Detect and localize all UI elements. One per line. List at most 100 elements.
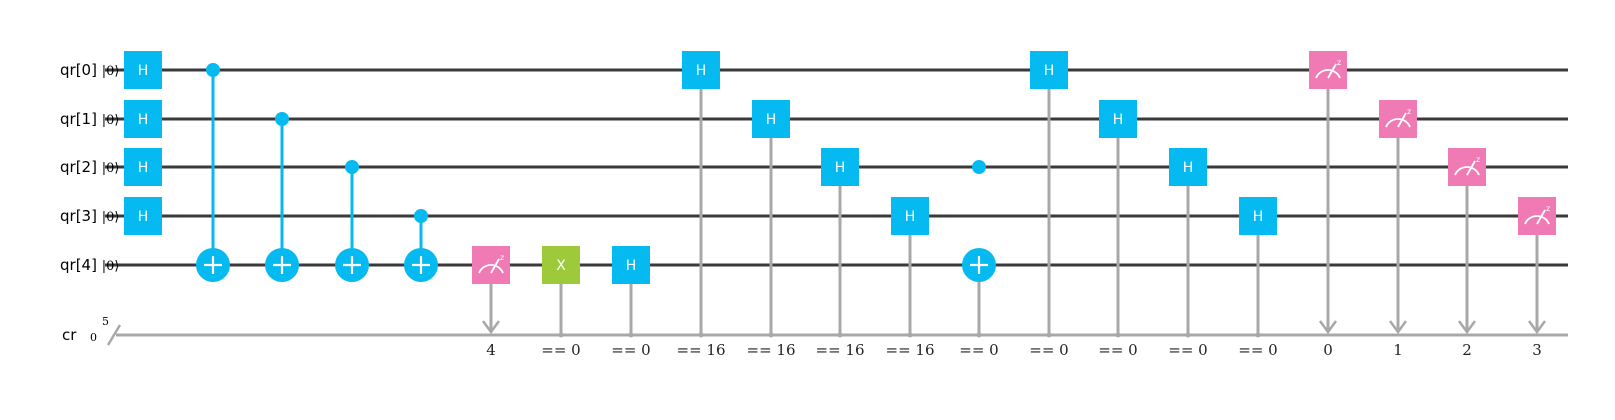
classical-bit-label: 0 — [1323, 341, 1333, 359]
measure-arrow — [1318, 320, 1338, 335]
h-gate-label: H — [138, 63, 149, 79]
condition-label: == 0 — [611, 341, 650, 359]
h-gate-label: H — [835, 160, 846, 176]
classical-bit-count: 5 — [102, 315, 109, 328]
condition-label: == 0 — [1168, 341, 1207, 359]
h-gate — [682, 51, 720, 89]
h-gate-label: H — [138, 112, 149, 128]
qubit-init-state: |0⟩ — [102, 210, 120, 225]
h-gate — [1099, 100, 1137, 138]
condition-dot — [628, 332, 634, 338]
x-gate-label: X — [556, 258, 566, 274]
h-gate — [124, 100, 162, 138]
h-gate-label: H — [1183, 160, 1194, 176]
condition-dot — [1046, 332, 1052, 338]
qubit-label: qr[0] |0⟩ — [60, 61, 119, 79]
condition-dot — [768, 332, 774, 338]
bus-slash — [106, 324, 122, 346]
meter-icon: z — [478, 253, 504, 274]
classical-bit-label: 2 — [1462, 341, 1472, 359]
condition-dot — [907, 332, 913, 338]
meter-z-mark: z — [1476, 155, 1480, 164]
h-gate — [752, 100, 790, 138]
condition-label: == 0 — [959, 341, 998, 359]
wires-layer — [105, 68, 1568, 337]
meter-needle — [490, 258, 500, 274]
h-gate — [124, 51, 162, 89]
classical-bit-label: 1 — [1393, 341, 1403, 359]
connector-lines-layer — [211, 70, 1547, 338]
condition-label: == 16 — [747, 341, 796, 359]
labels-layer: qr[0] |0⟩ qr[1] |0⟩ qr[2] |0⟩ qr[3] |0⟩ qr[4… — [60, 61, 1542, 359]
condition-dot — [558, 332, 564, 338]
meter-needle — [1466, 160, 1476, 176]
h-gate-label: H — [696, 63, 707, 79]
h-gate — [821, 148, 859, 186]
h-gate — [124, 148, 162, 186]
condition-label: == 0 — [1029, 341, 1068, 359]
condition-label: == 16 — [816, 341, 865, 359]
condition-label: == 0 — [1238, 341, 1277, 359]
classical-register-label: cr — [62, 326, 77, 344]
meter-needle — [1327, 63, 1337, 79]
qubit-label: qr[1] |0⟩ — [60, 110, 119, 128]
qubit-label: qr[4] |0⟩ — [60, 256, 119, 274]
gates-layer: H H H Hz X H H H H H H H H Hz z z z — [124, 51, 1556, 284]
qubit-init-state: |0⟩ — [102, 161, 120, 176]
meter-icon: z — [1454, 155, 1480, 176]
h-gate — [1030, 51, 1068, 89]
meter-needle — [1536, 209, 1546, 225]
condition-dot — [1115, 332, 1121, 338]
control-dot — [345, 160, 359, 174]
classical-bit-label: 4 — [486, 341, 496, 359]
condition-label: == 16 — [886, 341, 935, 359]
measure-arrow — [1388, 320, 1408, 335]
h-gate-label: H — [905, 209, 916, 225]
control-dot — [275, 112, 289, 126]
qubit-label: qr[3] |0⟩ — [60, 207, 119, 225]
qubit-init-state: |0⟩ — [102, 259, 120, 274]
meter-arc — [1385, 118, 1411, 128]
control-dot — [414, 209, 428, 223]
h-gate-label: H — [1113, 112, 1124, 128]
h-gate — [891, 197, 929, 235]
h-gate — [1239, 197, 1277, 235]
qubit-init-state: |0⟩ — [102, 64, 120, 79]
qubit-label: qr[2] |0⟩ — [60, 158, 119, 176]
condition-dot — [837, 332, 843, 338]
h-gate-label: H — [1253, 209, 1264, 225]
meter-icon: z — [1315, 58, 1341, 79]
h-gate-label: H — [138, 160, 149, 176]
condition-dot — [698, 332, 704, 338]
meter-arc — [1315, 69, 1341, 79]
measure-arrow — [1457, 320, 1477, 335]
h-gate-label: H — [138, 209, 149, 225]
h-gate — [1169, 148, 1207, 186]
condition-dot — [976, 332, 982, 338]
condition-label: == 0 — [1098, 341, 1137, 359]
meter-arc — [1524, 215, 1550, 225]
meter-z-mark: z — [1546, 204, 1550, 213]
h-gate — [612, 246, 650, 284]
meter-icon: z — [1524, 204, 1550, 225]
h-gate-label: H — [626, 258, 637, 274]
meter-z-mark: z — [1407, 107, 1411, 116]
measure-arrow — [1527, 320, 1547, 335]
qubit-init-state: |0⟩ — [102, 113, 120, 128]
meter-needle — [1397, 112, 1407, 128]
condition-label: == 16 — [677, 341, 726, 359]
h-gate-label: H — [1044, 63, 1055, 79]
measure-arrow — [481, 320, 501, 335]
control-dot — [972, 160, 986, 174]
meter-arc — [478, 264, 504, 274]
condition-dot — [1255, 332, 1261, 338]
condition-dot — [1185, 332, 1191, 338]
meter-z-mark: z — [1337, 58, 1341, 67]
meter-z-mark: z — [500, 253, 504, 262]
h-gate — [124, 197, 162, 235]
classical-init-value: 0 — [90, 331, 97, 344]
x-gate — [542, 246, 580, 284]
control-dot — [206, 63, 220, 77]
condition-label: == 0 — [541, 341, 580, 359]
